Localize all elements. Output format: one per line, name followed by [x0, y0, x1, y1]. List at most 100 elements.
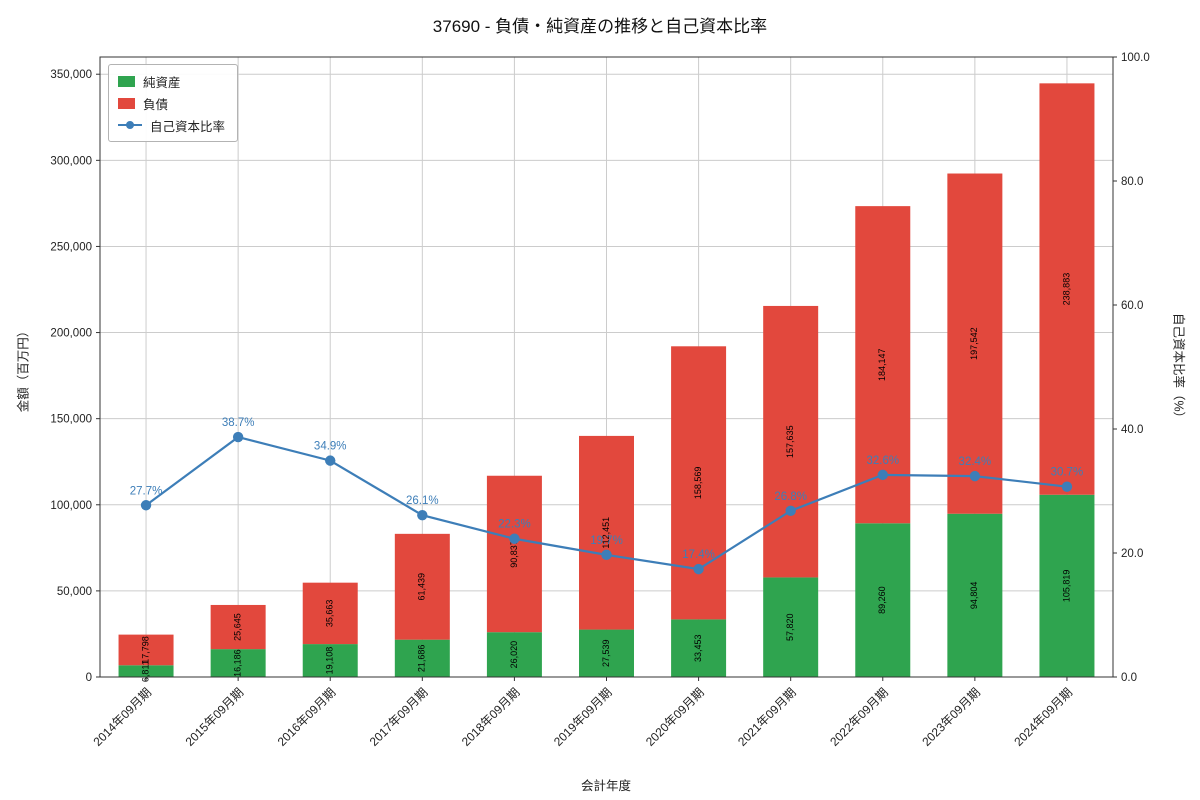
ratio-value-label: 26.1%	[406, 495, 439, 507]
x-tick-label: 2020年09月期	[643, 685, 707, 749]
equity-swatch	[118, 75, 135, 87]
ratio-value-label: 22.3%	[498, 519, 531, 531]
bar-segment-equity	[947, 513, 1003, 677]
legend-item-equity: 純資産	[118, 70, 225, 92]
ratio-marker	[232, 431, 244, 443]
bar-value-label-debt: 25,645	[233, 613, 243, 641]
bar-segment-equity	[210, 649, 266, 677]
ratio-marker	[601, 549, 612, 561]
legend: 純資産 負債 自己資本比率	[108, 64, 239, 142]
bar-value-label-equity: 89,260	[877, 586, 887, 614]
right-tick-label: 40.0	[1121, 424, 1143, 436]
right-tick-label: 60.0	[1121, 300, 1143, 312]
bar-value-label-debt: 112,451	[601, 517, 611, 549]
bar-value-label-equity: 6,811	[140, 660, 150, 682]
x-tick-label: 2022年09月期	[827, 685, 891, 749]
bar-segment-debt	[947, 173, 1003, 514]
x-tick-label: 2018年09月期	[459, 685, 523, 749]
ratio-value-label: 32.6%	[866, 455, 899, 467]
left-tick-label: 350,000	[50, 69, 92, 81]
bar-segment-equity	[855, 523, 911, 677]
ratio-marker	[1061, 481, 1073, 492]
right-axis-title: 自己資本比率（%）	[1171, 312, 1186, 425]
bar-value-label-debt: 35,663	[325, 600, 335, 628]
ratio-value-label: 26.8%	[774, 491, 807, 503]
x-tick-label: 2014年09月期	[90, 685, 154, 749]
left-tick-label: 0	[86, 672, 92, 684]
left-tick-label: 150,000	[50, 414, 92, 426]
x-axis-title: 会計年度	[580, 779, 631, 793]
legend-label-equity: 純資産	[143, 75, 181, 90]
bar-value-label-equity: 26,020	[509, 641, 519, 669]
ratio-marker	[509, 533, 520, 544]
legend-label-debt: 負債	[143, 97, 169, 112]
bar-segment-debt	[1039, 83, 1095, 495]
bar-value-label-equity: 94,804	[969, 582, 979, 610]
ratio-marker	[877, 469, 888, 481]
bar-value-label-debt: 158,569	[693, 467, 703, 500]
x-tick-label: 2024年09月期	[1011, 685, 1075, 749]
bar-value-label-equity: 16,186	[233, 649, 243, 677]
ratio-marker	[693, 563, 704, 575]
bar-segment-equity	[1039, 494, 1095, 677]
left-tick-label: 50,000	[57, 586, 92, 598]
bar-segment-equity	[302, 644, 358, 677]
bar-segment-equity	[486, 632, 542, 677]
left-axis-title: 金額（百万円）	[16, 324, 31, 413]
right-tick-label: 80.0	[1121, 176, 1143, 188]
left-tick-label: 300,000	[50, 155, 92, 167]
ratio-value-label: 17.4%	[682, 549, 715, 561]
chart-title: 37690 - 負債・純資産の推移と自己資本比率	[432, 17, 768, 36]
ratio-value-label: 34.9%	[314, 441, 347, 453]
x-tick-label: 2019年09月期	[551, 685, 615, 749]
bar-value-label-equity: 19,108	[325, 647, 335, 675]
left-tick-label: 250,000	[50, 241, 92, 253]
bar-segment-equity	[394, 639, 450, 677]
bar-value-label-debt: 197,542	[969, 327, 979, 360]
left-tick-label: 100,000	[50, 500, 92, 512]
x-tick-label: 2016年09月期	[275, 685, 339, 749]
bar-segment-debt	[118, 634, 174, 666]
bar-segment-equity	[118, 665, 174, 677]
bar-value-label-equity: 27,539	[601, 640, 611, 668]
ratio-line-swatch	[118, 119, 142, 131]
right-tick-label: 0.0	[1121, 672, 1137, 684]
x-tick-label: 2015年09月期	[183, 685, 247, 749]
legend-item-debt: 負債	[118, 92, 225, 114]
bar-value-label-equity: 57,820	[785, 613, 795, 641]
bar-value-label-debt: 17,798	[140, 636, 150, 664]
ratio-value-label: 32.4%	[959, 456, 992, 468]
bar-value-label-equity: 33,453	[693, 634, 703, 662]
bar-value-label-debt: 61,439	[417, 573, 427, 601]
bar-value-label-debt: 90,837	[509, 540, 519, 568]
x-tick-label: 2017年09月期	[367, 685, 431, 749]
bar-value-label-debt: 157,635	[785, 425, 795, 458]
bar-value-label-debt: 184,147	[877, 348, 887, 381]
bar-segment-debt	[394, 533, 450, 640]
bar-segment-debt	[763, 305, 819, 578]
ratio-value-label: 30.7%	[1051, 467, 1084, 479]
bar-segment-debt	[486, 475, 542, 633]
right-tick-label: 20.0	[1121, 548, 1143, 560]
legend-label-ratio: 自己資本比率	[150, 119, 226, 134]
bar-segment-equity	[671, 619, 727, 677]
debt-swatch	[118, 97, 135, 109]
right-tick-label: 100.0	[1121, 52, 1150, 64]
ratio-value-label: 19.7%	[590, 535, 623, 547]
bar-value-label-debt: 238,883	[1061, 273, 1071, 306]
bar-segment-equity	[763, 577, 819, 677]
legend-item-ratio: 自己資本比率	[118, 114, 225, 136]
bar-value-label-equity: 21,686	[417, 645, 427, 673]
ratio-marker	[417, 509, 428, 521]
bar-value-label-equity: 105,819	[1061, 570, 1071, 603]
left-tick-label: 200,000	[50, 328, 92, 340]
bar-segment-equity	[579, 629, 634, 677]
ratio-marker	[969, 470, 981, 482]
bar-segment-debt	[579, 435, 634, 630]
bar-segment-debt	[210, 604, 266, 650]
bar-segment-debt	[302, 582, 358, 645]
x-tick-label: 2021年09月期	[735, 685, 799, 749]
ratio-marker	[785, 505, 796, 517]
